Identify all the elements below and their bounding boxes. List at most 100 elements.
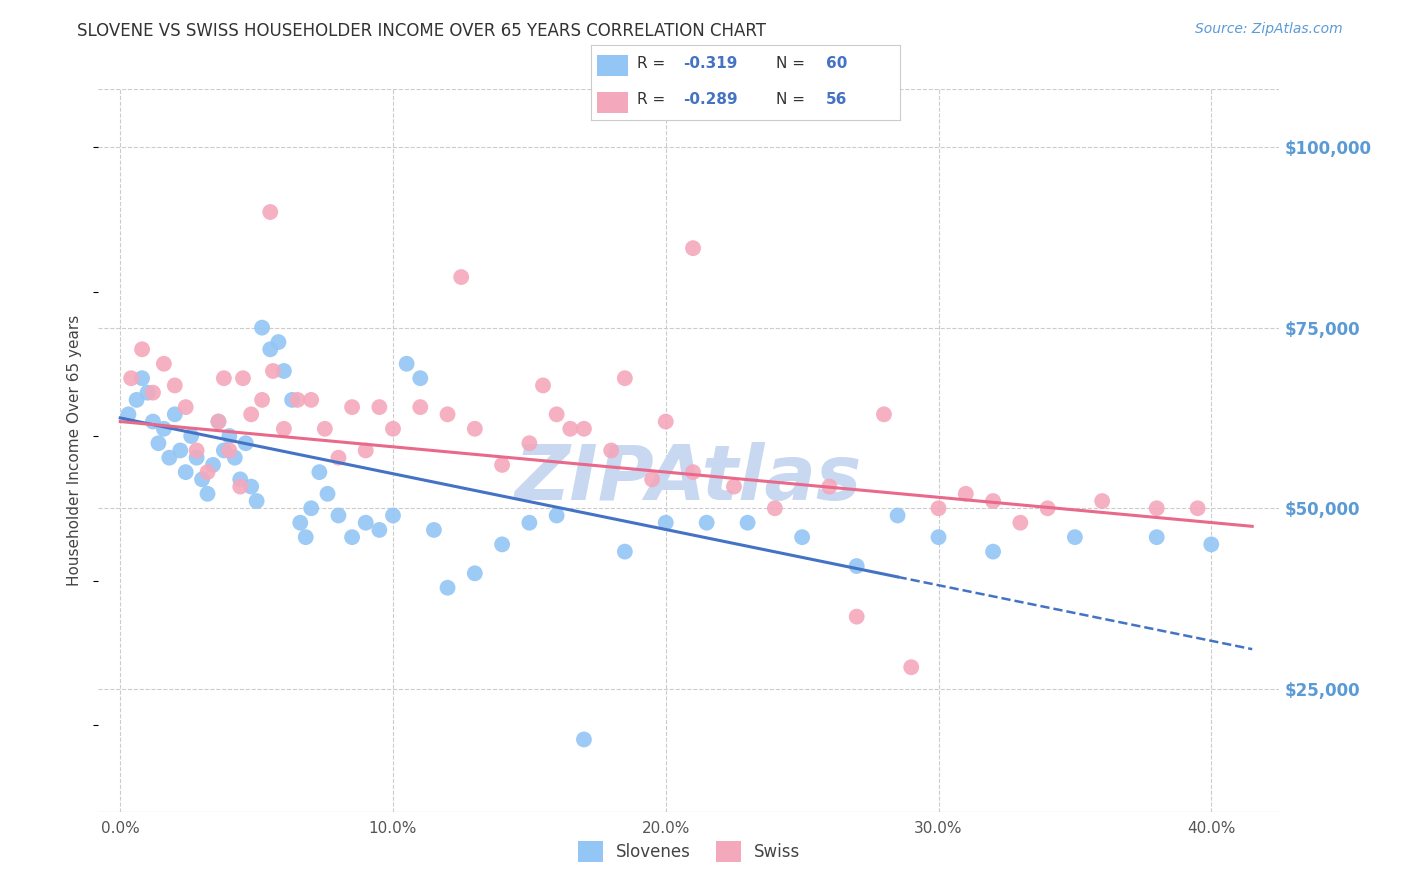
Point <box>218 429 240 443</box>
Point <box>1201 537 1223 551</box>
Point <box>641 472 664 486</box>
Point <box>229 480 252 494</box>
Point <box>117 407 139 421</box>
Point <box>340 400 363 414</box>
Point <box>207 415 229 429</box>
Point <box>491 458 513 472</box>
Point <box>655 516 678 530</box>
Point <box>382 422 405 436</box>
Point <box>1146 530 1168 544</box>
Point <box>232 371 254 385</box>
Point <box>1146 501 1168 516</box>
Point <box>281 392 304 407</box>
Point <box>981 544 1004 558</box>
Point <box>131 343 153 357</box>
Point <box>290 516 312 530</box>
Text: SLOVENE VS SWISS HOUSEHOLDER INCOME OVER 65 YEARS CORRELATION CHART: SLOVENE VS SWISS HOUSEHOLDER INCOME OVER… <box>77 22 766 40</box>
Point <box>1187 501 1209 516</box>
Point <box>250 392 273 407</box>
Point <box>531 378 554 392</box>
Point <box>328 450 350 465</box>
Point <box>180 429 202 443</box>
Point <box>148 436 170 450</box>
FancyBboxPatch shape <box>596 55 627 77</box>
Point <box>340 530 363 544</box>
Point <box>287 392 309 407</box>
Point <box>613 371 636 385</box>
Point <box>163 378 186 392</box>
Point <box>259 205 281 219</box>
Y-axis label: Householder Income Over 65 years: Householder Income Over 65 years <box>67 315 83 586</box>
Text: Source: ZipAtlas.com: Source: ZipAtlas.com <box>1195 22 1343 37</box>
Point <box>655 415 678 429</box>
Text: -0.319: -0.319 <box>683 56 738 71</box>
Point <box>560 422 582 436</box>
Point <box>792 530 814 544</box>
Point <box>136 385 159 400</box>
Point <box>240 480 263 494</box>
Point <box>354 443 377 458</box>
Point <box>197 487 219 501</box>
Point <box>464 422 486 436</box>
Point <box>723 480 745 494</box>
Point <box>368 523 391 537</box>
Text: 60: 60 <box>825 56 846 71</box>
Point <box>153 422 176 436</box>
Point <box>142 385 165 400</box>
Point <box>981 494 1004 508</box>
Point <box>153 357 176 371</box>
Point <box>131 371 153 385</box>
Point <box>240 407 263 421</box>
Point <box>142 415 165 429</box>
Point <box>273 422 295 436</box>
Point <box>955 487 977 501</box>
Point <box>900 660 922 674</box>
Point <box>464 566 486 581</box>
Point <box>1064 530 1087 544</box>
Point <box>250 320 273 334</box>
Point <box>235 436 257 450</box>
Point <box>818 480 841 494</box>
Point <box>682 465 704 479</box>
Point <box>450 270 472 285</box>
Point <box>267 334 290 349</box>
Point <box>191 472 214 486</box>
Point <box>696 516 718 530</box>
Point <box>491 537 513 551</box>
Point <box>519 516 541 530</box>
Point <box>519 436 541 450</box>
Point <box>246 494 269 508</box>
Point <box>174 465 197 479</box>
Text: R =: R = <box>637 92 671 107</box>
Point <box>436 581 458 595</box>
Point <box>314 422 336 436</box>
Point <box>328 508 350 523</box>
Point <box>259 343 281 357</box>
Point <box>224 450 246 465</box>
Point <box>409 371 432 385</box>
Point <box>845 559 868 574</box>
Point <box>572 422 595 436</box>
Point <box>436 407 458 421</box>
Point <box>1036 501 1059 516</box>
Point <box>886 508 908 523</box>
Point <box>299 392 322 407</box>
Point <box>600 443 623 458</box>
Point <box>157 450 180 465</box>
Text: ZIPAtlas: ZIPAtlas <box>515 442 863 516</box>
Point <box>737 516 759 530</box>
Text: N =: N = <box>776 56 810 71</box>
Point <box>273 364 295 378</box>
Point <box>201 458 224 472</box>
Point <box>928 530 950 544</box>
Point <box>354 516 377 530</box>
Point <box>423 523 446 537</box>
Point <box>873 407 896 421</box>
Legend: Slovenes, Swiss: Slovenes, Swiss <box>571 835 807 869</box>
Point <box>316 487 339 501</box>
Point <box>1091 494 1114 508</box>
Point <box>207 415 229 429</box>
Point <box>186 450 208 465</box>
Point <box>368 400 391 414</box>
Point <box>763 501 786 516</box>
